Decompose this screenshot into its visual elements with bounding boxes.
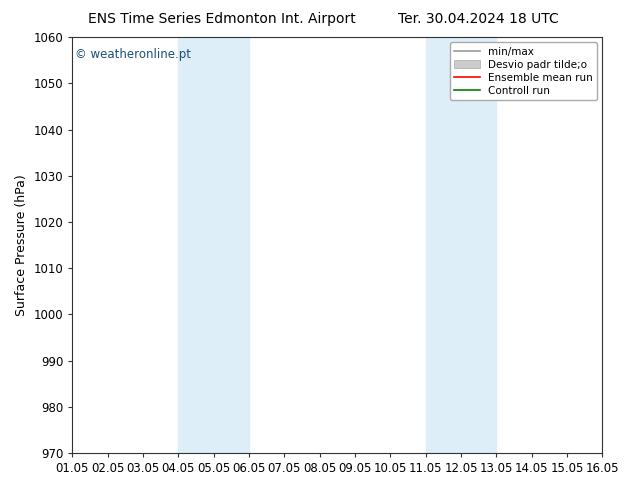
Y-axis label: Surface Pressure (hPa): Surface Pressure (hPa) (15, 174, 28, 316)
Text: Ter. 30.04.2024 18 UTC: Ter. 30.04.2024 18 UTC (398, 12, 559, 26)
Text: © weatheronline.pt: © weatheronline.pt (75, 48, 191, 61)
Legend: min/max, Desvio padr tilde;o, Ensemble mean run, Controll run: min/max, Desvio padr tilde;o, Ensemble m… (450, 42, 597, 100)
Bar (178, 37, 249, 453)
Text: ENS Time Series Edmonton Int. Airport: ENS Time Series Edmonton Int. Airport (88, 12, 356, 26)
Bar (425, 37, 496, 453)
